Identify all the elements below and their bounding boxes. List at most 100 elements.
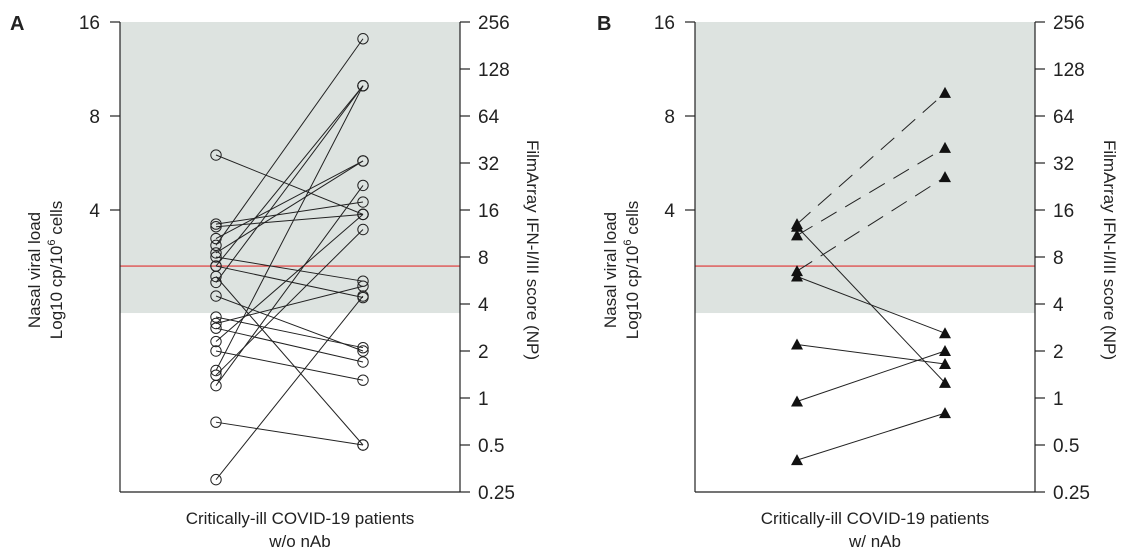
paired-line [796,344,946,365]
x-axis-label-line2: w/o nAb [268,532,330,551]
right-tick-label: 256 [1053,13,1085,34]
paired-line [215,276,364,446]
data-point [357,80,369,92]
right-tick-label: 16 [478,201,499,222]
paired-line-dashed [796,92,946,225]
data-point [210,317,222,330]
paired-line [215,256,364,282]
data-point [357,33,369,45]
left-axis-label-unit: Log10 cp/10 [47,246,66,340]
left-axis-label-line2: Log10 cp/106 cells [622,201,642,339]
data-point [357,275,369,287]
right-axis-label: FilmArray IFN-I/III score (NP) [1100,140,1119,360]
panel-label: A [10,13,24,35]
data-point [210,221,222,233]
right-tick-label: 256 [478,13,510,34]
data-point [210,247,222,259]
right-tick-label: 2 [1053,342,1064,363]
left-axis-label-line1: Nasal viral load [601,212,620,328]
data-point [357,341,369,354]
right-tick-label: 128 [478,60,510,81]
data-point [939,358,951,370]
paired-line [796,350,946,402]
right-axis-label: FilmArray IFN-I/III score (NP) [523,140,542,360]
panel-label: B [597,13,611,35]
x-axis-label-line2: w/ nAb [848,532,901,551]
paired-line [215,327,364,363]
data-point [357,223,369,236]
data-point [791,395,803,407]
right-tick-label: 4 [478,295,489,316]
data-point [210,416,222,428]
left-tick-label: 4 [89,201,100,222]
data-point [357,356,369,368]
data-point [210,260,222,272]
left-axis-label-suffix: cells [623,201,642,240]
right-tick-label: 1 [1053,389,1064,410]
data-point [210,473,222,486]
data-point [939,407,951,419]
data-point [357,196,369,208]
left-axis-label: Nasal viral load Log10 cp/106 cells [25,201,66,339]
paired-line-dashed [796,176,946,272]
right-axis-label-group: FilmArray IFN-I/III score (NP) [1100,140,1119,360]
right-axis-label-group: FilmArray IFN-I/III score (NP) [523,140,542,360]
data-point [791,218,803,230]
paired-line [215,38,364,246]
paired-line [215,421,364,446]
paired-line [215,85,364,267]
panel-a: 16 8 4 256 128 64 32 16 8 4 2 1 0.5 0.25 A Nasal viral … [10,13,542,551]
data-point [210,239,222,252]
left-tick-label: 4 [664,201,675,222]
paired-line [215,213,364,342]
data-point [210,364,222,377]
left-axis-label-superscript: 6 [46,240,58,246]
data-point [357,208,369,221]
data-point [210,218,222,230]
data-point [210,251,222,263]
left-axis-label-unit: Log10 cp/10 [623,246,642,340]
right-tick-label: 0.5 [478,436,504,457]
left-tick-label: 8 [664,107,675,128]
data-point [939,171,951,183]
paired-line [215,154,364,215]
paired-line [215,350,364,381]
right-tick-label: 8 [478,248,489,269]
data-point [210,290,222,302]
paired-line [215,160,364,240]
left-tick-label: 16 [654,13,675,34]
left-axis-label-superscript: 6 [622,240,634,246]
paired-line [215,160,364,254]
paired-line [215,295,364,480]
data-point [357,439,369,451]
data-point [939,345,951,356]
data-point [210,232,222,245]
right-tick-label: 32 [1053,154,1074,175]
data-point [210,322,222,334]
positive-zone-shading [120,22,460,314]
right-tick-label: 64 [478,107,500,128]
right-tick-label: 128 [1053,60,1085,81]
data-point [210,335,222,348]
right-tick-label: 32 [478,154,499,175]
data-point [210,311,222,323]
panel-b: 16 8 4 256 128 64 32 16 8 4 2 1 0.5 0.25 B Nasal viral … [597,13,1119,551]
data-point [939,327,951,339]
data-point [939,141,951,153]
data-point [939,376,951,388]
left-tick-label: 16 [79,13,100,34]
left-axis-label-line2: Log10 cp/106 cells [46,201,66,339]
data-point [791,229,803,241]
paired-line [215,265,364,299]
data-point [357,374,369,386]
right-tick-label: 4 [1053,295,1064,316]
right-tick-label: 0.5 [1053,436,1079,457]
paired-line [215,316,364,349]
paired-line [215,85,364,371]
positive-zone-shading [695,22,1035,314]
data-point [357,345,369,357]
right-tick-label: 1 [478,389,489,410]
right-tick-label: 64 [1053,107,1075,128]
paired-line [215,213,364,228]
